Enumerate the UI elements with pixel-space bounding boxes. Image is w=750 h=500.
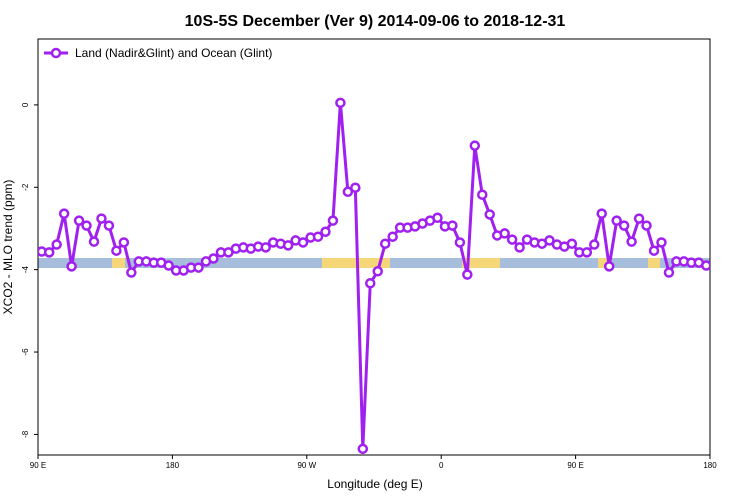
data-point — [118, 237, 130, 248]
data-point — [81, 220, 92, 231]
data-point — [514, 242, 525, 253]
y-tick-label: -6 — [21, 348, 30, 356]
data-point — [379, 238, 391, 249]
data-point — [111, 245, 122, 256]
y-axis-label: XCO2 - MLO trend (ppm) — [1, 180, 15, 315]
x-axis-label: Longitude (deg E) — [327, 477, 422, 491]
land-band — [648, 258, 660, 268]
data-point — [633, 213, 645, 224]
data-point — [58, 208, 70, 219]
data-point — [656, 237, 667, 248]
data-point — [96, 213, 107, 224]
data-point — [73, 215, 85, 226]
data-point — [454, 237, 466, 248]
data-point — [88, 236, 100, 247]
x-tick-label: 0 — [439, 461, 444, 470]
data-point — [51, 239, 62, 250]
data-point — [312, 231, 324, 242]
chart-title: 10S-5S December (Ver 9) 2014-09-06 to 20… — [185, 13, 566, 30]
data-point — [603, 261, 615, 272]
data-point — [327, 215, 339, 226]
data-point — [320, 226, 331, 238]
data-point — [589, 239, 600, 250]
data-point — [648, 245, 660, 256]
data-point — [282, 240, 294, 251]
data-point — [103, 220, 115, 231]
land-band — [598, 258, 612, 268]
y-tick-label: -2 — [21, 183, 30, 191]
data-point — [66, 261, 77, 272]
data-point — [387, 231, 398, 242]
data-point — [544, 235, 555, 246]
data-point — [357, 443, 369, 455]
data-point — [611, 215, 622, 226]
data-point — [484, 209, 495, 220]
x-tick-label: 90 E — [567, 461, 583, 470]
data-point — [506, 234, 518, 245]
y-tick-label: -8 — [21, 430, 30, 438]
data-point — [126, 267, 137, 278]
data-point — [663, 267, 675, 278]
data-point — [447, 220, 458, 231]
x-tick-label: 180 — [166, 461, 180, 470]
legend-marker — [50, 47, 62, 59]
data-point — [350, 182, 361, 193]
plot-area — [38, 97, 710, 455]
data-point — [462, 269, 473, 280]
plot-frame — [37, 38, 711, 456]
x-tick-label: 90 E — [30, 461, 46, 470]
data-point — [566, 238, 578, 249]
data-point — [499, 228, 510, 239]
data-point — [477, 189, 488, 200]
series-line — [41, 101, 707, 451]
y-tick-label: -4 — [21, 266, 30, 274]
data-point — [260, 242, 271, 253]
x-tick-label: 90 W — [297, 461, 316, 470]
data-point — [618, 220, 630, 231]
x-tick-label: 180 — [703, 461, 717, 470]
legend-label: Land (Nadir&Glint) and Ocean (Glint) — [75, 46, 272, 60]
data-point — [342, 186, 354, 198]
data-point — [641, 220, 652, 231]
data-point — [193, 262, 204, 273]
land-band — [462, 258, 500, 268]
data-point — [701, 260, 710, 271]
data-point — [581, 247, 593, 258]
data-point — [43, 247, 55, 258]
data-point — [365, 277, 376, 289]
data-point — [163, 260, 174, 271]
data-point — [626, 236, 637, 247]
data-point — [596, 208, 607, 219]
data-point — [297, 237, 309, 248]
data-point — [432, 212, 443, 224]
land-band — [112, 258, 125, 268]
y-tick-label: 0 — [21, 102, 30, 107]
data-point — [208, 253, 219, 264]
data-point — [469, 140, 481, 151]
data-point — [335, 97, 346, 109]
data-point — [372, 266, 383, 277]
